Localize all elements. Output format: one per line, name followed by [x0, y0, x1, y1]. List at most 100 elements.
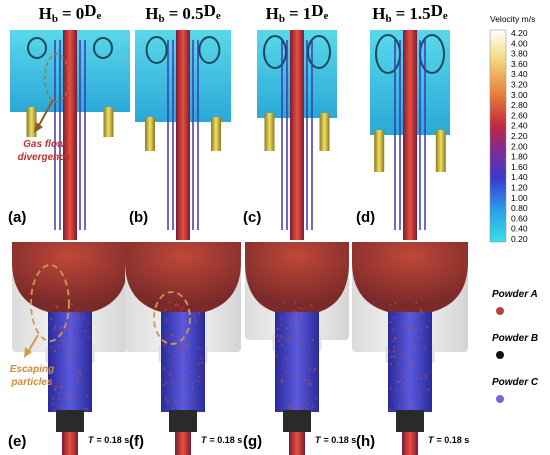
particle — [178, 357, 181, 360]
particle — [169, 334, 172, 337]
colorbar-label: 2.80 — [511, 100, 528, 110]
particle — [187, 392, 190, 395]
particle — [82, 317, 85, 320]
legend-swatch — [496, 307, 504, 315]
particle — [181, 346, 184, 349]
particle — [168, 301, 171, 304]
particle — [163, 343, 166, 346]
particle — [415, 301, 418, 304]
particle — [180, 382, 183, 385]
particle — [276, 327, 279, 330]
time-label: T = 0.18 s — [315, 435, 356, 445]
particle — [172, 340, 175, 343]
particle — [65, 361, 68, 364]
particle — [173, 354, 176, 357]
particle — [410, 404, 413, 407]
particle — [285, 358, 288, 361]
particle — [70, 392, 73, 395]
particle — [404, 332, 407, 335]
highlight-ellipse — [44, 53, 70, 103]
particle — [61, 340, 64, 343]
particle-cap — [125, 242, 241, 312]
particle — [405, 325, 408, 328]
particle — [276, 354, 279, 357]
colorbar-label: 3.00 — [511, 90, 528, 100]
particle — [398, 405, 401, 408]
title-part: b — [386, 13, 392, 25]
time-var: T — [315, 435, 322, 445]
particle — [162, 384, 165, 387]
particle-cap — [12, 242, 128, 312]
annotation: Escaping — [10, 364, 54, 375]
particle — [392, 350, 395, 353]
particle — [165, 318, 168, 321]
particle — [67, 349, 70, 352]
particle — [190, 371, 193, 374]
particle — [293, 310, 296, 313]
particle-cap — [245, 242, 349, 312]
time-label: T = 0.18 s — [201, 435, 242, 445]
particle — [58, 392, 61, 395]
side-nozzle — [145, 117, 155, 151]
panels: Hb = 0De(a)(e) T = 0.18 sHb = 0.5De(b)(f) T = 0.… — [8, 1, 469, 455]
particle — [280, 343, 283, 346]
particle — [75, 396, 78, 399]
particle — [52, 303, 55, 306]
time-var: T — [88, 435, 95, 445]
particle — [419, 310, 422, 313]
particle — [312, 369, 315, 372]
particle — [76, 372, 79, 375]
particle — [200, 362, 203, 365]
legend-label: Powder C — [492, 377, 539, 388]
vortex — [93, 37, 113, 59]
particle — [169, 373, 172, 376]
panel-label: (a) — [8, 209, 26, 226]
side-nozzle — [103, 107, 114, 137]
arrowhead — [34, 122, 43, 133]
colorbar-label: 0.80 — [511, 203, 528, 213]
particle — [171, 333, 174, 336]
particle — [417, 336, 420, 339]
particle — [291, 402, 294, 405]
arrow — [27, 334, 39, 353]
particle — [53, 349, 56, 352]
particle — [73, 345, 76, 348]
particle — [279, 334, 282, 337]
particle — [408, 359, 411, 362]
particle — [200, 357, 203, 360]
time-value: = 0.18 s — [210, 435, 243, 445]
particle — [279, 324, 282, 327]
particle — [417, 377, 420, 380]
particle — [399, 353, 402, 356]
colorbar-label: 0.60 — [511, 213, 528, 223]
particle — [393, 337, 396, 340]
particle — [299, 316, 302, 319]
time-value: = 0.18 s — [324, 435, 357, 445]
title-part: D — [204, 1, 216, 20]
particle — [197, 380, 200, 383]
center-tube — [290, 30, 304, 240]
particle — [404, 310, 407, 313]
particle — [188, 355, 191, 358]
escaping-annotation: Escaping particles — [10, 264, 191, 388]
column-title: Hb = 0.5De — [145, 1, 221, 25]
feed-rod — [289, 432, 305, 455]
particle — [401, 343, 404, 346]
particle — [404, 387, 407, 390]
particle — [178, 312, 181, 315]
particle — [87, 336, 90, 339]
particle — [287, 339, 290, 342]
feed-rod — [62, 432, 78, 455]
side-nozzle — [264, 113, 275, 151]
particle — [84, 330, 87, 333]
feed-rod — [175, 432, 191, 455]
title-part: e — [216, 10, 221, 22]
particle — [72, 352, 75, 355]
particle — [411, 365, 414, 368]
particle — [298, 324, 301, 327]
particle — [413, 328, 416, 331]
particle — [420, 329, 423, 332]
title-part: 1.5 — [409, 4, 430, 23]
title-part: = — [62, 4, 72, 23]
